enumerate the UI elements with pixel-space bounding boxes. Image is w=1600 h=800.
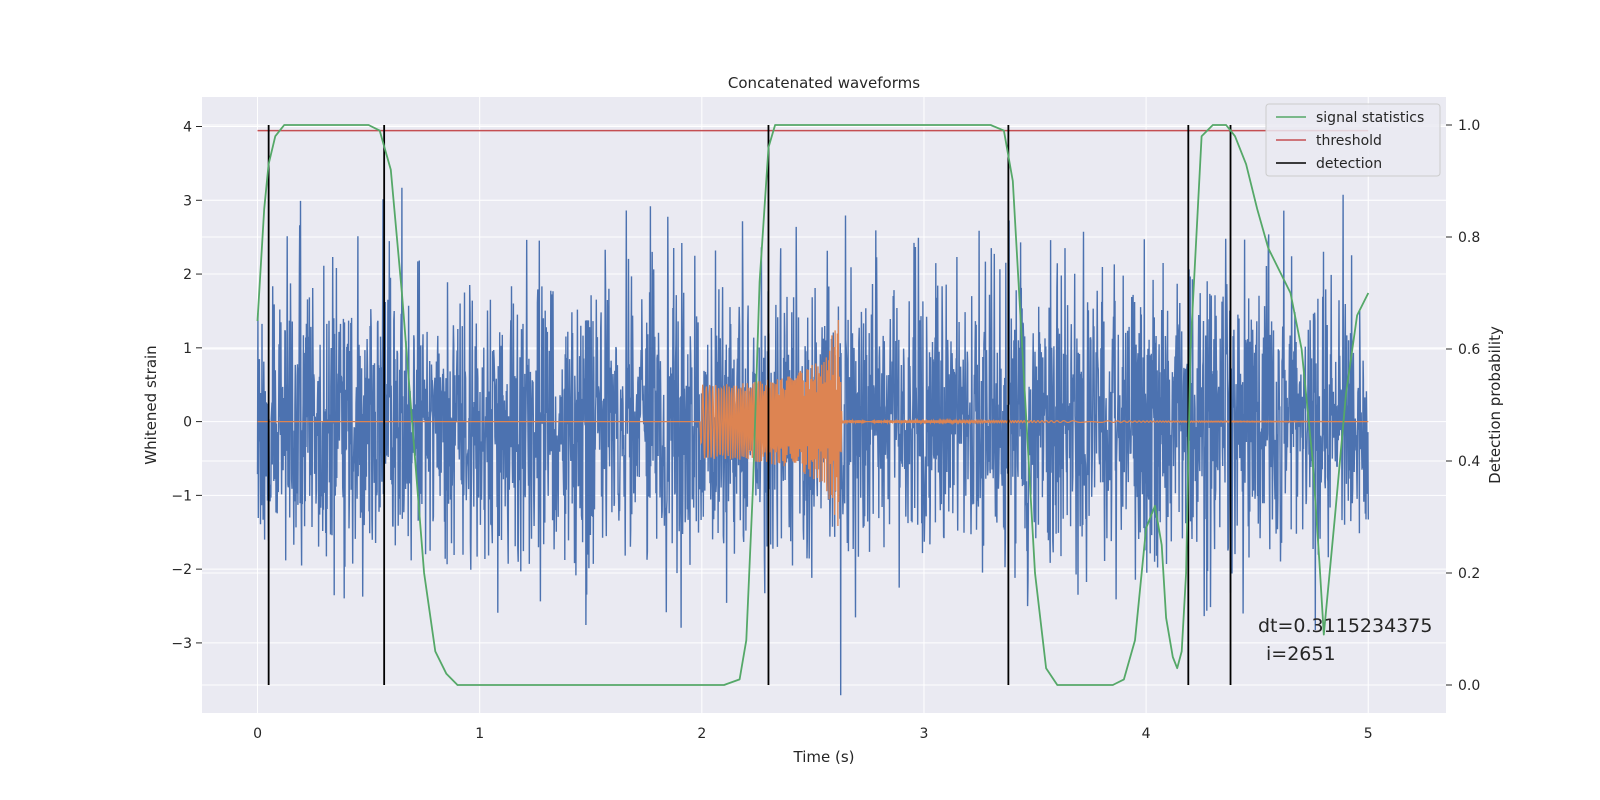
x-tick-label: 1 (475, 726, 484, 742)
legend-label-signal-statistics: signal statistics (1316, 110, 1424, 126)
strain-line (256, 187, 1370, 696)
y-tick-label: 1 (183, 341, 192, 357)
waveform-line (257, 319, 1369, 527)
x-tick-label: 4 (1142, 726, 1151, 742)
x-axis-label: Time (s) (793, 748, 855, 766)
y-tick-label: 2 (183, 267, 192, 283)
legend: signal statistics threshold detection (1265, 103, 1441, 177)
x-tick-label: 3 (920, 726, 929, 742)
y-tick-label: −3 (171, 636, 192, 652)
chart-title: Concatenated waveforms (728, 74, 920, 92)
y2-tick-label: 0.2 (1458, 566, 1480, 582)
x-tick-label: 0 (253, 726, 262, 742)
x-tick-label: 2 (697, 726, 706, 742)
annotation-index: i=2651 (1266, 643, 1336, 665)
y2-tick-label: 0.8 (1458, 230, 1480, 246)
y2-tick-label: 0.0 (1458, 678, 1480, 694)
signal-statistics-series (256, 124, 1370, 686)
y-axis-label: Whitened strain (142, 345, 160, 464)
x-tick-labels: 0 1 2 3 4 5 (253, 726, 1373, 742)
legend-label-threshold: threshold (1316, 133, 1382, 149)
y2-axis-label: Detection probability (1486, 326, 1504, 484)
legend-box (1265, 103, 1441, 177)
y2-tick-label: 0.4 (1458, 454, 1480, 470)
annotation-dt: dt=0.3115234375 (1258, 615, 1432, 637)
y-tick-labels: 4 3 2 1 0 −1 −2 −3 (171, 120, 202, 652)
detection-series (267, 125, 1232, 685)
waveform-series (257, 319, 1369, 527)
y-tick-label: −2 (171, 562, 192, 578)
y2-tick-labels: 1.0 0.8 0.6 0.4 0.2 0.0 (1446, 118, 1480, 694)
y-tick-label: 4 (183, 120, 192, 136)
legend-label-detection: detection (1316, 156, 1382, 172)
y-tick-label: 0 (183, 415, 192, 431)
y2-tick-label: 1.0 (1458, 118, 1480, 134)
y-tick-label: 3 (183, 193, 192, 209)
signal-statistics-line (256, 124, 1370, 686)
y2-tick-label: 0.6 (1458, 342, 1480, 358)
x-tick-label: 5 (1364, 726, 1373, 742)
y-tick-label: −1 (171, 488, 192, 504)
strain-series (256, 187, 1370, 696)
